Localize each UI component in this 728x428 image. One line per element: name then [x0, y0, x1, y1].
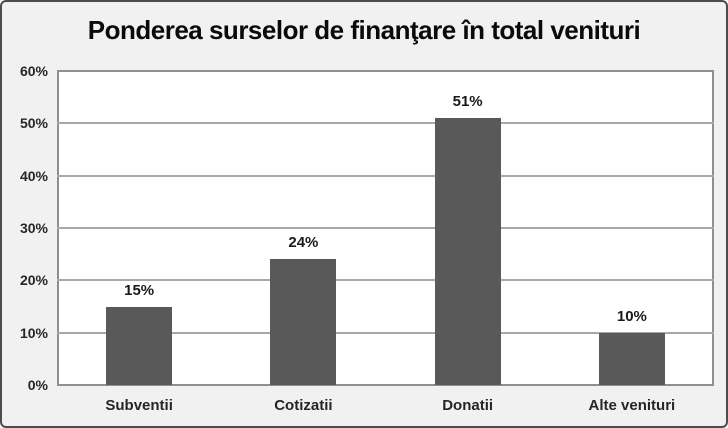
x-axis-label-donatii: Donatii: [442, 397, 494, 414]
y-axis-tick-label-60: 60%: [19, 63, 48, 79]
x-axis-label-alte-venituri: Alte venituri: [588, 397, 676, 414]
x-axis-label-subventii: Subventii: [105, 397, 173, 414]
bar-value-label-donatii: 51%: [452, 93, 483, 111]
gridline-50: [57, 122, 714, 125]
y-axis-tick-label-50: 50%: [19, 115, 48, 132]
y-axis-tick-label-20: 20%: [19, 272, 48, 289]
chart-title: Ponderea surselor de finanţare în total …: [87, 15, 641, 45]
gridline-40: [57, 174, 714, 177]
bar-subventii: [106, 306, 173, 385]
bar-value-label-alte-venituri: 10%: [616, 307, 647, 325]
gridline-10: [57, 331, 714, 334]
gridline-20: [57, 279, 714, 282]
y-axis-tick-label-30: 30%: [19, 220, 48, 236]
bar-value-label-subventii: 15%: [124, 281, 155, 299]
bar-alte-venituri: [598, 332, 665, 385]
gridline-30: [57, 227, 714, 229]
bar-donatii: [434, 118, 501, 385]
y-axis-tick-label-10: 10%: [19, 324, 48, 341]
x-axis-label-cotizatii: Cotizatii: [274, 397, 333, 414]
bar-value-label-cotizatii: 24%: [288, 234, 319, 252]
bar-cotizatii: [270, 259, 337, 385]
y-axis-tick-label-40: 40%: [19, 167, 48, 184]
y-axis-tick-label-0: 0%: [27, 377, 48, 393]
